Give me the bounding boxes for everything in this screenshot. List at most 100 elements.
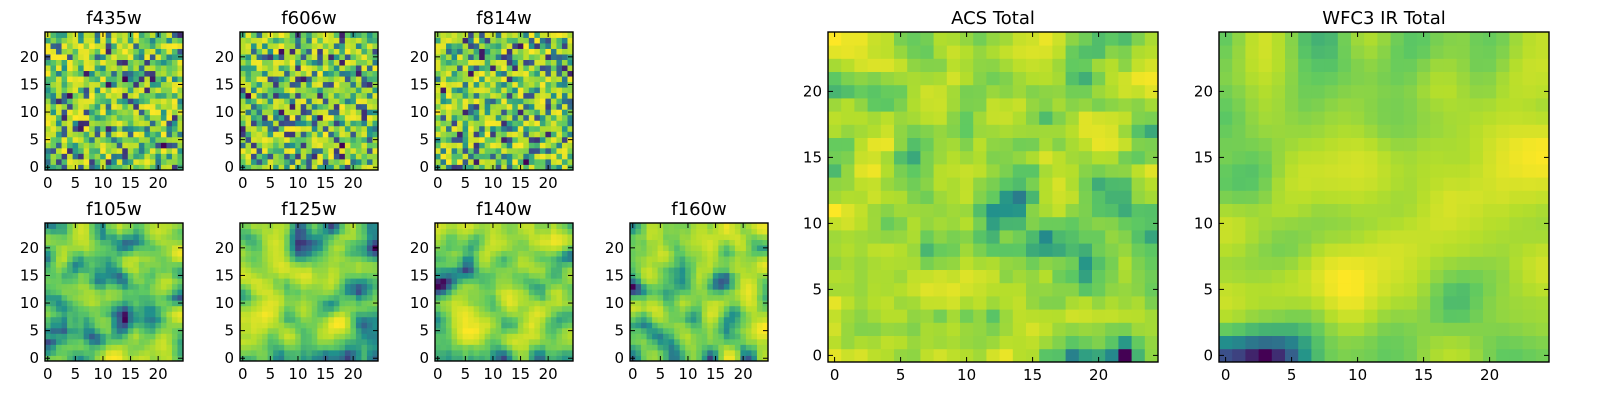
heatmap-cell — [479, 239, 486, 246]
heatmap-cell — [138, 48, 145, 55]
heatmap-cell — [451, 316, 458, 323]
heatmap-cell — [355, 114, 362, 121]
heatmap-cell — [960, 177, 974, 191]
heatmap-cell — [322, 283, 329, 290]
heatmap-cell — [245, 103, 252, 110]
heatmap-cell — [490, 294, 497, 301]
heatmap-cell — [712, 327, 719, 334]
heatmap-cell — [734, 289, 741, 296]
heatmap-cell — [67, 223, 73, 229]
heatmap-cell — [171, 32, 178, 38]
heatmap-cell — [561, 153, 568, 160]
heatmap-cell — [646, 305, 653, 312]
heatmap-cell — [361, 278, 368, 285]
heatmap-cell — [512, 327, 519, 334]
heatmap-cell — [745, 250, 752, 257]
heatmap-cell — [712, 289, 719, 296]
heatmap-cell — [273, 76, 280, 83]
heatmap-cell — [339, 92, 346, 99]
heatmap-cell — [685, 322, 692, 329]
heatmap-cell — [177, 125, 184, 132]
heatmap-cell — [61, 76, 68, 83]
heatmap-cell — [567, 70, 574, 77]
heatmap-cell — [267, 98, 274, 105]
heatmap-cell — [635, 256, 642, 263]
heatmap-cell — [468, 300, 475, 307]
heatmap-cell — [490, 267, 497, 274]
heatmap-cell — [144, 327, 151, 334]
heatmap-cell — [50, 327, 57, 334]
heatmap-cell — [933, 269, 948, 284]
heatmap-cell — [372, 305, 379, 312]
heatmap-cell — [473, 76, 480, 83]
heatmap-cell — [322, 81, 329, 88]
heatmap-cell — [517, 48, 524, 55]
heatmap-cell — [94, 142, 101, 149]
heatmap-cell — [451, 65, 458, 72]
heatmap-cell — [696, 289, 703, 296]
heatmap-cell — [734, 327, 741, 334]
heatmap-cell — [556, 311, 563, 318]
heatmap-cell — [372, 349, 379, 356]
heatmap-cell — [171, 147, 178, 154]
y-tick-label: 0 — [224, 158, 234, 176]
heatmap-cell — [122, 43, 129, 49]
heatmap-cell — [440, 37, 447, 44]
heatmap-cell — [116, 234, 123, 240]
heatmap-cell — [561, 322, 568, 329]
heatmap-cell — [144, 54, 151, 60]
heatmap-cell — [289, 316, 296, 323]
heatmap-cell — [50, 311, 57, 318]
heatmap-cell — [100, 136, 107, 143]
heatmap-cell — [473, 109, 480, 116]
heatmap-cell — [366, 92, 373, 99]
heatmap-cell — [545, 245, 552, 251]
heatmap-cell — [138, 32, 145, 38]
heatmap-cell — [1052, 256, 1066, 270]
heatmap-cell — [479, 54, 486, 60]
heatmap-cell — [907, 203, 921, 218]
heatmap-cell — [306, 294, 313, 301]
heatmap-cell — [468, 355, 475, 362]
heatmap-cell — [440, 81, 447, 88]
heatmap-cell — [366, 125, 373, 132]
heatmap-cell — [473, 37, 480, 44]
heatmap-cell — [501, 131, 508, 138]
heatmap-cell — [111, 267, 118, 274]
heatmap-cell — [1131, 164, 1146, 178]
heatmap-cell — [561, 142, 568, 149]
heatmap-cell — [756, 289, 763, 296]
heatmap-cell — [1078, 164, 1093, 178]
heatmap-cell — [451, 278, 458, 285]
x-tick-label: 10 — [93, 174, 112, 192]
heatmap-cell — [501, 147, 508, 154]
heatmap-cell — [556, 70, 563, 77]
heatmap-cell — [284, 333, 291, 340]
heatmap-cell — [295, 136, 302, 143]
heatmap-cell — [468, 256, 475, 263]
heatmap-cell — [674, 322, 681, 329]
heatmap-cell — [317, 65, 324, 72]
heatmap-cell — [289, 32, 296, 38]
heatmap-cell — [723, 327, 730, 334]
heatmap-cell — [344, 32, 351, 38]
heatmap-cell — [828, 164, 842, 178]
heatmap-cell — [495, 234, 502, 240]
heatmap-cell — [440, 76, 447, 83]
heatmap-cell — [160, 59, 167, 66]
heatmap-cell — [556, 316, 563, 323]
heatmap-cell — [462, 114, 469, 121]
heatmap-cell — [78, 283, 85, 290]
heatmap-cell — [473, 239, 480, 246]
heatmap-cell — [657, 338, 664, 345]
heatmap-cell — [512, 65, 519, 72]
heatmap-cell — [567, 283, 574, 290]
heatmap-cell — [512, 289, 519, 296]
heatmap-cell — [67, 32, 73, 38]
heatmap-cell — [72, 136, 79, 143]
heatmap-cell — [679, 355, 686, 362]
heatmap-cell — [83, 48, 90, 55]
heatmap-cell — [668, 256, 675, 263]
heatmap-cell — [512, 103, 519, 110]
heatmap-cell — [528, 59, 535, 66]
